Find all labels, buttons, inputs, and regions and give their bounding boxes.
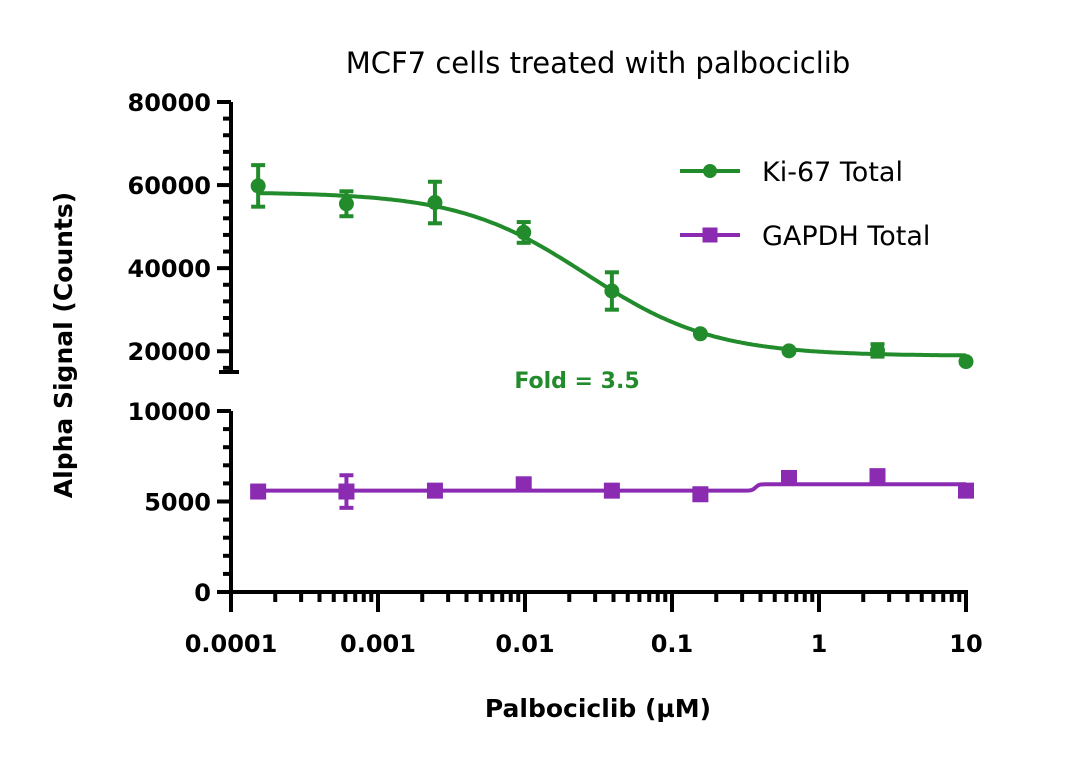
y-axis-label: Alpha Signal (Counts): [49, 192, 78, 498]
legend-item-ki67: Ki-67 Total: [680, 157, 903, 188]
legend-item-gapdh: GAPDH Total: [680, 221, 930, 252]
x-axis-label: Palbociclib (µM): [485, 694, 711, 723]
marker-square: [869, 468, 886, 485]
point-1: [338, 473, 355, 510]
x-tick-label: 1: [811, 630, 828, 658]
y-tick-label: 10000: [128, 398, 212, 426]
y-tick-label: 60000: [128, 172, 212, 200]
chart-title: MCF7 cells treated with palbociclib: [346, 46, 851, 80]
marker-square: [603, 482, 620, 499]
legend-label-gapdh: GAPDH Total: [762, 221, 930, 252]
marker-square: [250, 483, 267, 500]
marker-circle: [692, 326, 708, 342]
point-1: [958, 482, 974, 499]
marker-square: [780, 469, 797, 486]
legend-marker-square: [702, 227, 718, 243]
marker-square: [958, 482, 974, 499]
marker-circle: [516, 224, 532, 240]
point-0: [427, 179, 443, 226]
y-tick-label: 40000: [128, 255, 212, 283]
x-tick-label: 0.1: [651, 630, 694, 658]
marker-circle: [338, 196, 354, 212]
point-0: [958, 354, 974, 370]
x-tick-label: 10: [949, 630, 982, 658]
y-tick-label: 5000: [144, 489, 211, 517]
marker-circle: [958, 354, 974, 370]
marker-square: [515, 476, 532, 493]
marker-circle: [604, 283, 620, 299]
marker-square: [338, 483, 355, 500]
x-tick-label: 0.01: [495, 630, 554, 658]
marker-circle: [427, 195, 443, 211]
marker-circle: [781, 343, 797, 359]
legend-label-ki67: Ki-67 Total: [762, 157, 903, 188]
point-1: [426, 482, 443, 499]
point-0: [692, 326, 708, 342]
axes: 0 5000 10000 20000 40000 60000 80000 0.0001 0.00…: [128, 89, 983, 658]
point-0: [869, 342, 885, 359]
data-points: [250, 163, 974, 510]
marker-circle: [250, 178, 266, 194]
legend-marker-circle: [703, 164, 717, 178]
point-0: [338, 189, 354, 219]
point-1: [692, 486, 709, 503]
point-0: [604, 270, 620, 312]
y-tick-label: 0: [194, 579, 211, 607]
x-tick-label: 0.001: [340, 630, 416, 658]
y-tick-label: 20000: [128, 338, 212, 366]
marker-circle: [869, 342, 885, 358]
point-1: [515, 476, 532, 493]
point-1: [250, 483, 267, 500]
point-1: [780, 469, 797, 486]
marker-square: [426, 482, 443, 499]
point-1: [603, 482, 620, 499]
point-1: [869, 468, 886, 485]
point-0: [250, 163, 266, 209]
marker-square: [692, 486, 709, 503]
legend: Ki-67 Total GAPDH Total: [680, 157, 930, 252]
point-0: [781, 343, 797, 359]
fold-annotation: Fold = 3.5: [514, 369, 639, 394]
point-0: [516, 220, 532, 245]
x-tick-label: 0.0001: [185, 630, 278, 658]
y-tick-label: 80000: [128, 89, 212, 117]
